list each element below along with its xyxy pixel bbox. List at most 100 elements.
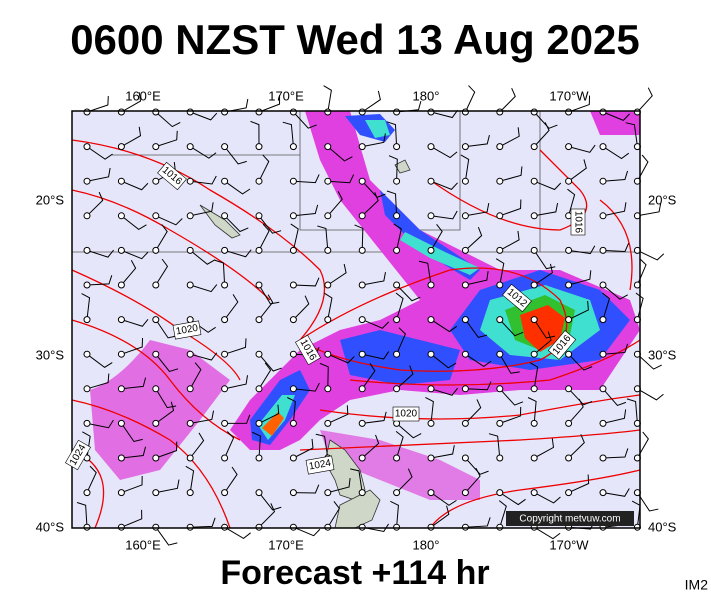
wind-barb [293,484,320,494]
wind-barb [190,352,218,361]
copyright-box [506,511,634,526]
wind-barb [293,204,319,217]
station [117,385,125,393]
wind-barb [190,410,215,424]
station [289,385,297,393]
wind-barb [533,526,561,540]
wind-barb [293,382,320,392]
wind-barb [568,95,591,113]
wind-barb [155,319,177,339]
station [358,177,366,185]
station [186,454,194,462]
station [221,212,229,220]
station [289,350,297,358]
wind-barb [568,434,585,459]
wind-barb [499,166,523,182]
station [152,143,160,151]
station [427,246,435,254]
wind-barb [155,130,178,148]
wind-barb [86,249,115,258]
isobar-label-group: 1016 [570,208,586,236]
station [565,108,573,116]
station [565,246,573,254]
wind-barb [637,202,662,217]
wind-barb [430,353,457,369]
station [393,143,401,151]
wind-barb [602,243,630,252]
wind-barb [120,423,143,443]
station [427,523,435,531]
isobar-label-box [305,455,335,475]
wind-barb [396,327,406,355]
latitude-label: 30°S [36,347,65,362]
wind-barb [86,167,111,182]
station [255,212,263,220]
station [461,212,469,220]
wind-barb [361,363,376,390]
image-id: IM2 [685,577,709,593]
station [599,246,607,254]
wind-barb [189,146,217,159]
wind-barb [430,319,458,333]
station [324,212,332,220]
wind-barb [155,353,179,373]
station [461,281,469,289]
wind-barb [293,111,317,129]
station [358,281,366,289]
station [358,212,366,220]
wind-barb [327,146,353,162]
station [565,489,573,497]
wind-barb [465,457,489,475]
station [324,177,332,185]
wind-barb [121,92,142,113]
wind-barb [388,155,398,182]
wind-barb [155,111,181,128]
wind-barb [155,215,183,226]
station [289,143,297,151]
station [461,419,469,427]
wind-barb [155,401,175,424]
wind-barb [293,277,320,287]
wind-barb [86,191,104,217]
station [186,281,194,289]
isobar-label-box [295,334,321,366]
wind-barb [602,388,627,407]
station [427,143,435,151]
station [530,419,538,427]
wind-barb [430,445,455,459]
wind-barb [121,318,149,327]
wind-barb [189,250,216,265]
station [289,489,297,497]
station [599,350,607,358]
station [599,212,607,220]
wind-barb [362,272,386,286]
wind-barb [224,414,251,424]
wind-barb [224,431,235,459]
station [289,177,297,185]
wind-barb [495,258,505,286]
wind-barb [533,438,555,459]
station [152,419,160,427]
station [496,419,504,427]
station [221,523,229,531]
station [461,246,469,254]
wind-barb [327,405,349,424]
wind-barb [602,343,628,355]
wind-barb [155,224,168,251]
station [83,212,91,220]
wind-barb [498,500,507,528]
station [324,385,332,393]
station [496,454,504,462]
station [358,419,366,427]
wind-barb [362,319,390,329]
station [530,177,538,185]
wind-barb [224,466,238,493]
wind-barb [155,258,169,286]
station [83,108,91,116]
station [599,419,607,427]
wind-barb [465,135,490,148]
wind-barb [430,146,458,159]
wind-barbs [76,85,665,546]
isobar-label-box [392,406,420,422]
